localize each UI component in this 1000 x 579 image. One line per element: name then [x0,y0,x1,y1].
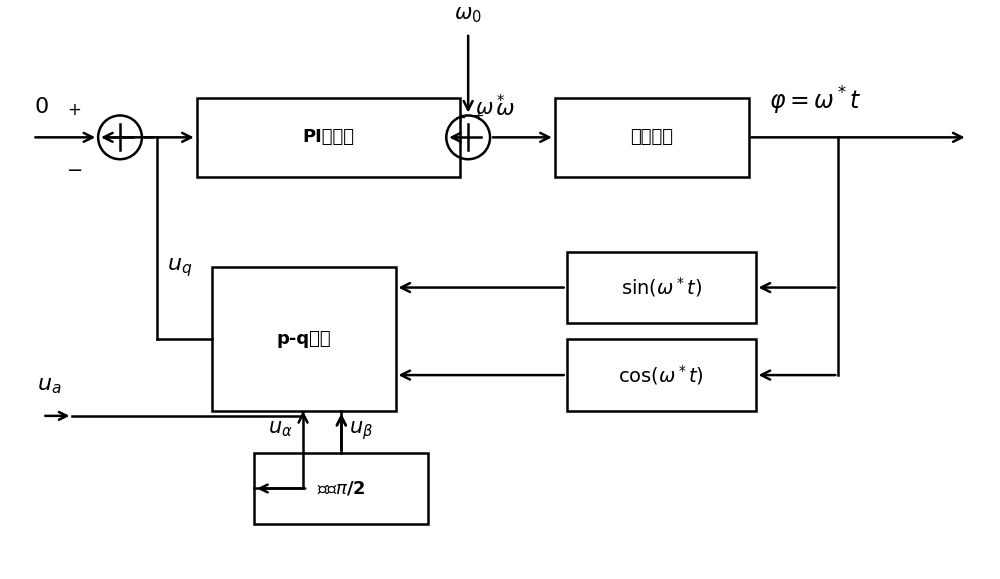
Text: $\cos(\omega^*t)$: $\cos(\omega^*t)$ [618,363,704,387]
Text: 滞后$\pi$/2: 滞后$\pi$/2 [317,479,365,497]
Text: $u_\alpha$: $u_\alpha$ [268,419,293,439]
Bar [567,339,756,411]
Text: $\varphi = \omega^* t$: $\varphi = \omega^* t$ [769,85,861,118]
Text: $\omega^*$: $\omega^*$ [475,94,505,119]
Text: $0$: $0$ [34,97,49,118]
Text: $u_\beta$: $u_\beta$ [349,419,373,442]
Text: $u_q$: $u_q$ [167,256,192,279]
Text: $+$: $+$ [472,109,484,123]
Text: p-q变换: p-q变换 [276,330,331,348]
Text: $\omega$: $\omega$ [495,100,515,119]
Bar [567,252,756,323]
Text: $+$: $+$ [454,111,466,126]
Bar [197,97,460,177]
Text: $\omega_0$: $\omega_0$ [454,5,482,25]
Bar [254,453,428,525]
Text: $+$: $+$ [67,101,81,119]
Bar [212,267,396,411]
Text: PI调节器: PI调节器 [302,129,354,146]
Text: 积分环节: 积分环节 [630,129,673,146]
Bar [555,97,749,177]
Text: $-$: $-$ [66,159,82,178]
Text: $\sin(\omega^*t)$: $\sin(\omega^*t)$ [621,276,702,299]
Text: $u_a$: $u_a$ [37,376,62,396]
